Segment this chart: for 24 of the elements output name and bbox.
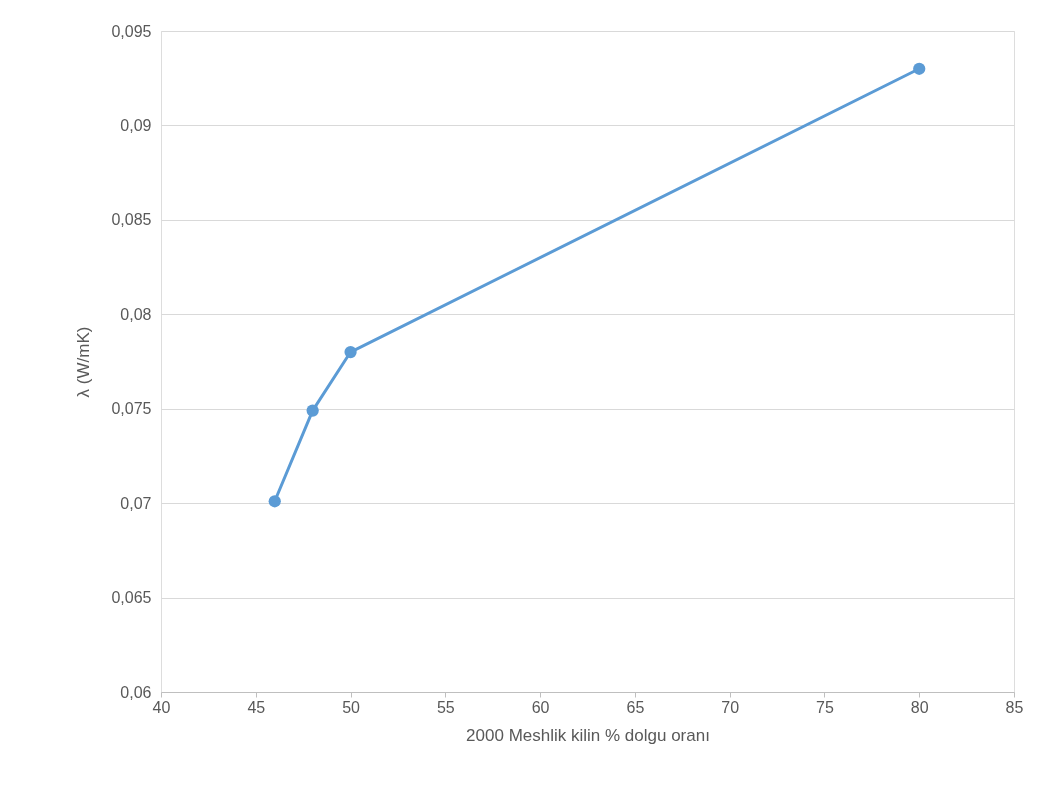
y-tick-label: 0,065 [111,589,152,607]
y-tick-label: 0,09 [120,116,152,134]
x-tick-label: 85 [1005,698,1024,716]
point [913,62,926,75]
y-tick-label: 0,075 [111,400,152,418]
point [268,495,281,508]
x-tick-label: 65 [626,698,645,716]
x-axis-title: 2000 Meshlik kilin % dolgu oranı [466,725,710,745]
y-tick-label: 0,095 [111,22,152,40]
x-tick-label: 75 [816,698,834,716]
x-tick-label: 50 [342,698,361,716]
point [344,345,357,359]
y-tick-label: 0,085 [111,211,152,229]
y-tick-label: 0,08 [120,305,152,323]
x-tick-label: 70 [721,698,740,716]
x-tick-label: 60 [531,698,550,716]
x-tick-label: 40 [152,698,171,716]
y-axis-title: λ (W/mK) [74,326,94,398]
x-tick-label: 55 [436,698,455,716]
x-tick-label: 45 [247,698,266,716]
y-tick-label: 0,06 [120,683,152,701]
y-tick-label: 0,07 [120,494,152,512]
x-tick-label: 80 [910,698,929,716]
point [306,404,319,417]
